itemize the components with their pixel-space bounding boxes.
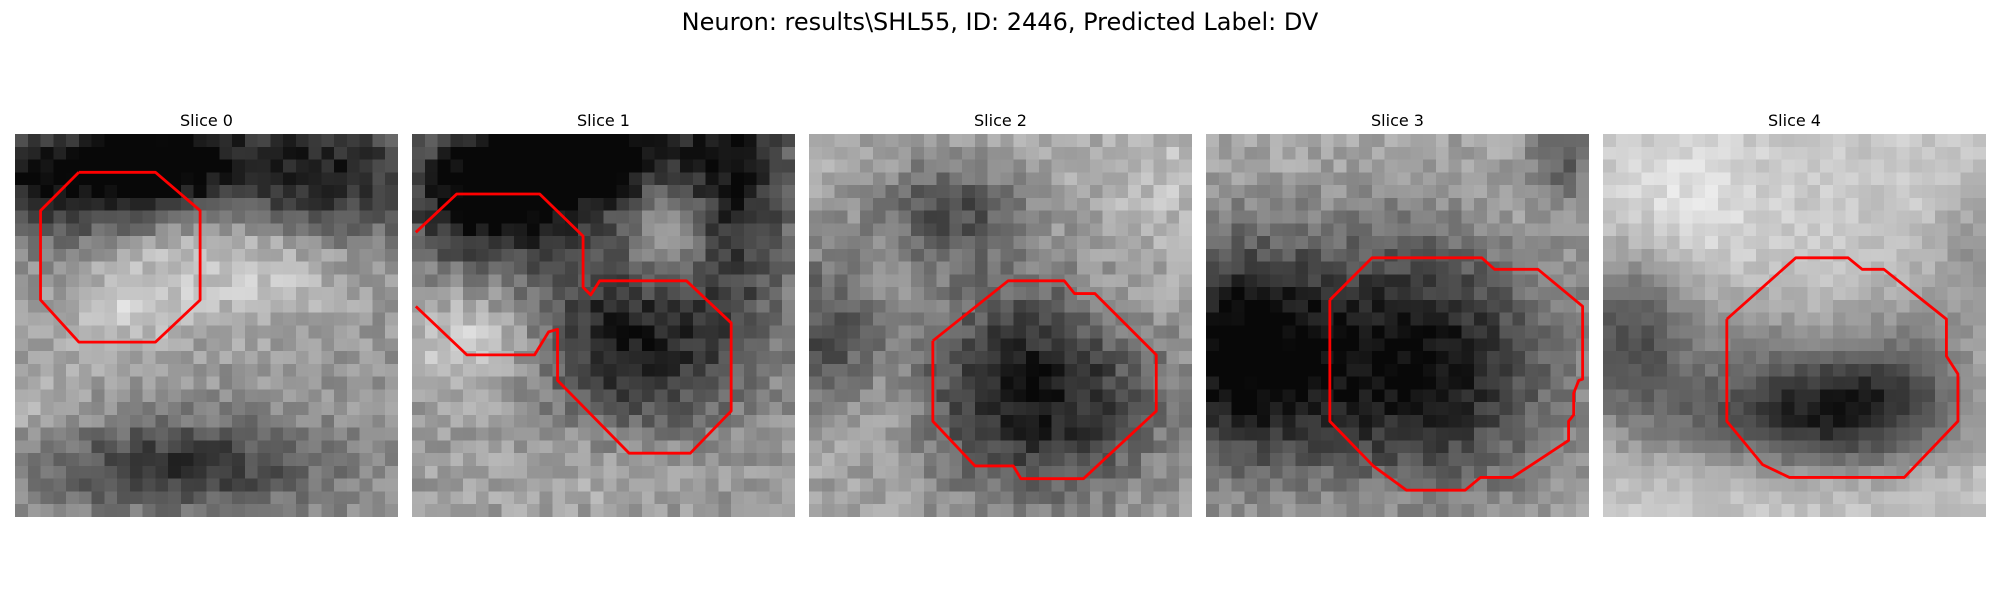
slice-panel: Slice 2 — [809, 108, 1192, 517]
slice-panel: Slice 1 — [412, 108, 795, 517]
roi-outline — [931, 279, 1158, 481]
slice-title: Slice 2 — [974, 111, 1027, 130]
slice-image — [412, 134, 795, 517]
slice-image — [1603, 134, 1986, 517]
slice-image — [1206, 134, 1589, 517]
slice-title: Slice 3 — [1371, 111, 1424, 130]
roi-outline — [39, 170, 202, 344]
roi-outline — [1725, 256, 1960, 479]
slice-image — [809, 134, 1192, 517]
slice-title: Slice 0 — [180, 111, 233, 130]
figure-title: Neuron: results\SHL55, ID: 2446, Predict… — [681, 8, 1319, 36]
roi-outline — [1328, 256, 1585, 492]
slice-title: Slice 1 — [577, 111, 630, 130]
slice-panel: Slice 0 — [15, 108, 398, 517]
slice-panel: Slice 4 — [1603, 108, 1986, 517]
slice-panel: Slice 3 — [1206, 108, 1589, 517]
slice-image — [15, 134, 398, 517]
roi-outline — [414, 192, 733, 455]
slice-title: Slice 4 — [1768, 111, 1821, 130]
